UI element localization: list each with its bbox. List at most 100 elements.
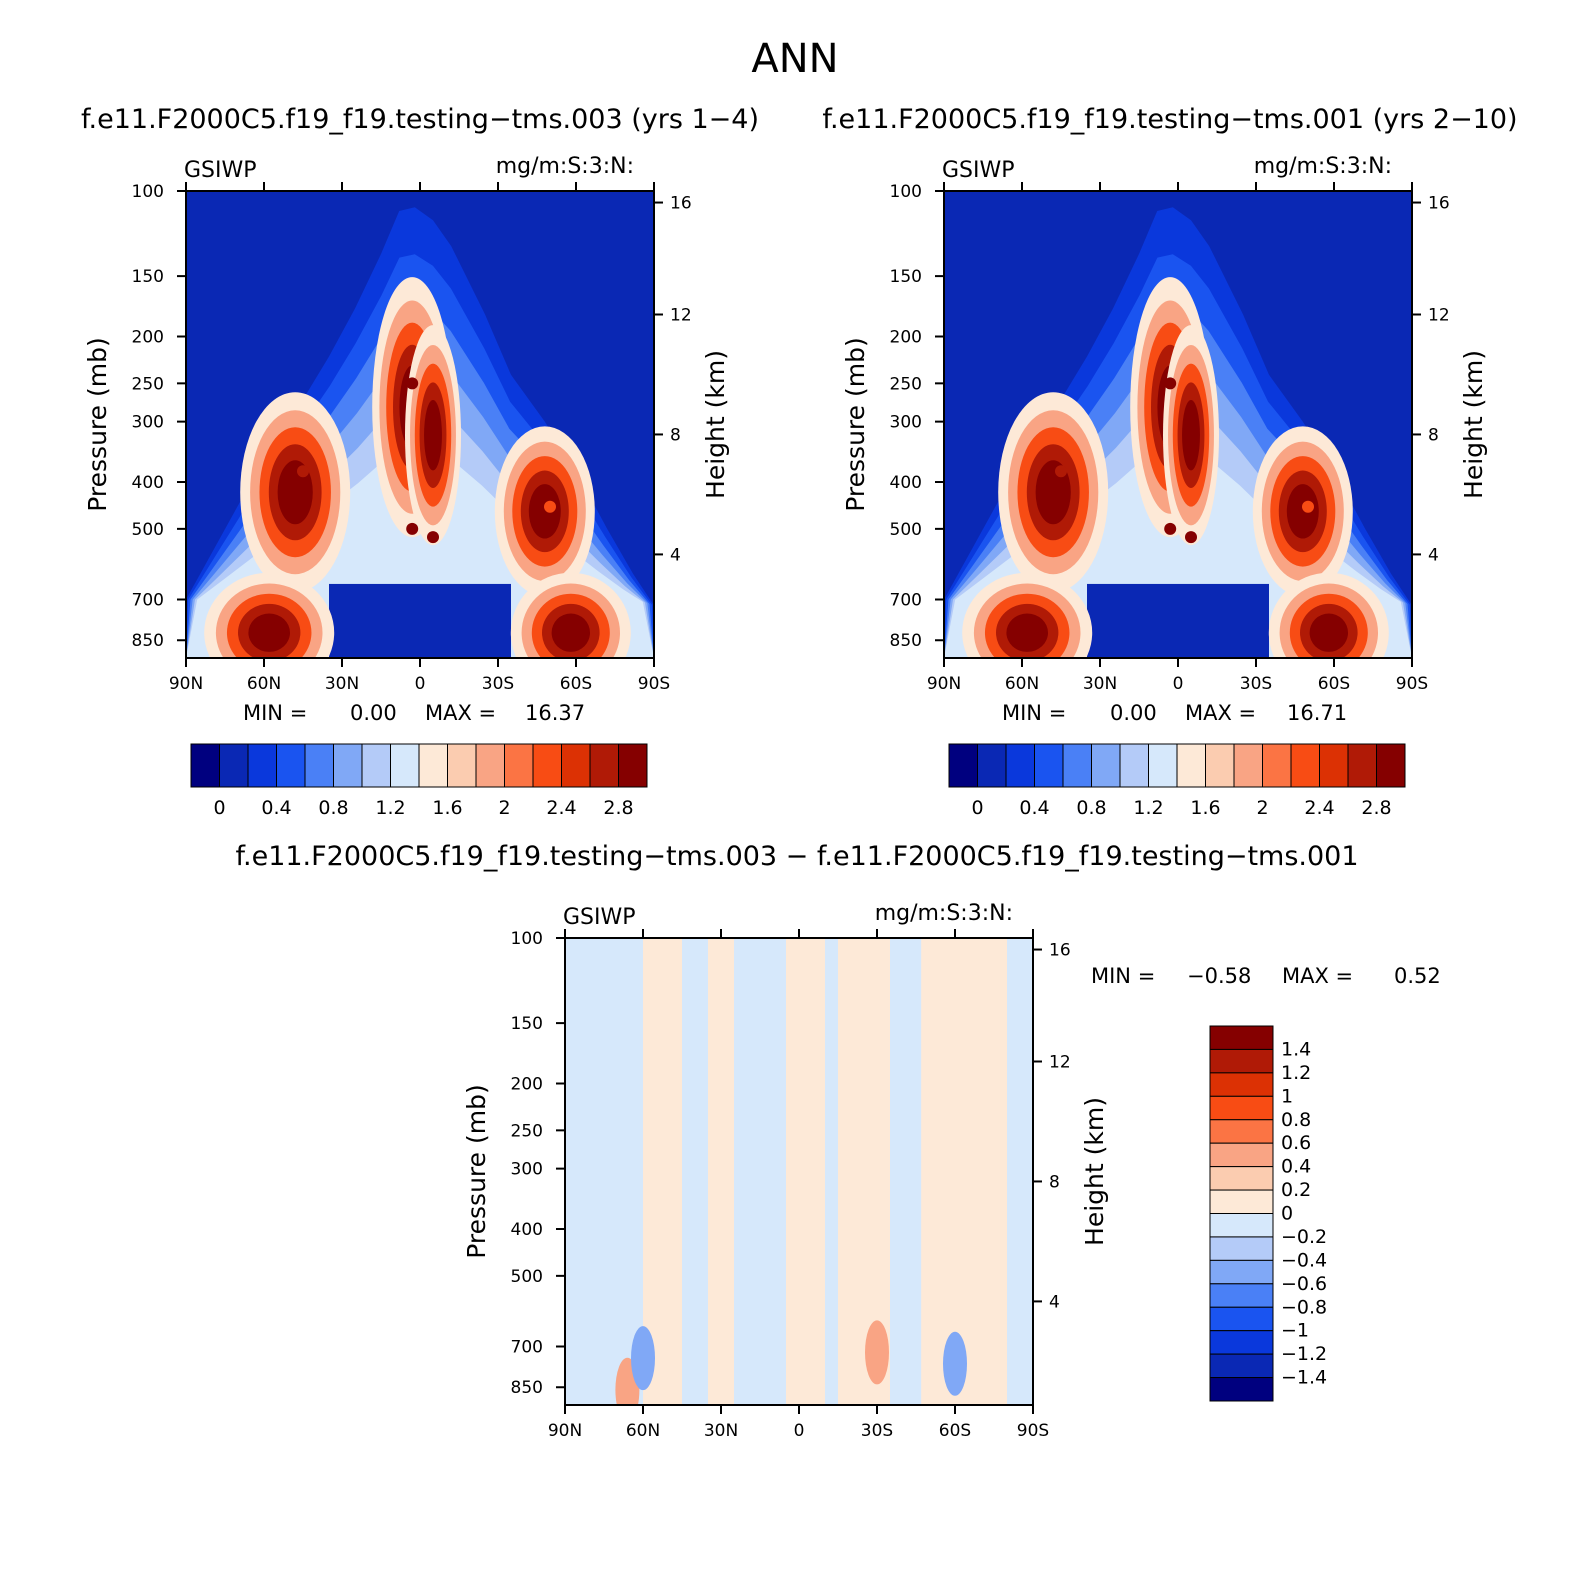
- y-tick-label: 500: [890, 520, 922, 540]
- contour-field: [186, 191, 654, 658]
- colorbar-swatch: [532, 743, 562, 788]
- y-tick-label: 200: [132, 328, 164, 348]
- contour-maximum: [427, 415, 439, 428]
- x-tick-label: 30N: [325, 674, 359, 694]
- contour-maximum: [271, 621, 283, 634]
- y-tick-label: 250: [890, 374, 922, 394]
- colorbar-swatch: [1209, 1353, 1274, 1379]
- colorbar-swatch: [1262, 743, 1292, 788]
- colorbar-swatch: [1290, 743, 1320, 788]
- y-tick-label: 850: [890, 631, 922, 651]
- case1-max-value: 16.37: [525, 701, 585, 725]
- colorbar-label: 0: [1281, 1203, 1293, 1225]
- y2-tick-label: 8: [1428, 425, 1439, 445]
- x-tick-label: 60S: [560, 674, 592, 694]
- contour-extremum: [865, 1320, 889, 1385]
- y2-tick-label: 12: [1428, 305, 1450, 325]
- y-tick-label: 850: [511, 1378, 543, 1398]
- colorbar-swatch: [390, 743, 420, 788]
- units-label: mg/m:S:3:N:: [1254, 154, 1392, 179]
- x-tick-label: 90S: [1017, 1421, 1049, 1441]
- colorbar-swatch: [1347, 743, 1377, 788]
- y-tick-label: 300: [511, 1160, 543, 1180]
- x-tick-label: 60S: [939, 1421, 971, 1441]
- y2-tick-label: 16: [670, 194, 692, 214]
- y-tick-label: 850: [132, 631, 164, 651]
- x-tick-label: 30S: [861, 1421, 893, 1441]
- diff-title: f.e11.F2000C5.f19_f19.testing−tms.003 − …: [235, 841, 1358, 872]
- colorbar-swatch: [1209, 1025, 1274, 1050]
- colorbar-swatch: [1209, 1283, 1274, 1308]
- contour-maximum: [1185, 531, 1197, 544]
- contour-core: [1006, 613, 1048, 652]
- y2-tick-label: 16: [1428, 194, 1450, 214]
- contour-core: [551, 613, 590, 652]
- y2-axis-title: Height (km): [1459, 350, 1488, 499]
- y2-tick-label: 16: [1049, 941, 1071, 961]
- figure-title: ANN: [751, 36, 838, 82]
- colorbar-label: −1.4: [1281, 1367, 1327, 1389]
- colorbar-swatch: [361, 743, 391, 788]
- contour-band-positive: [921, 938, 1007, 1405]
- colorbar-swatch: [977, 743, 1007, 788]
- y-tick-label: 100: [132, 182, 164, 202]
- colorbar-swatch: [1319, 743, 1349, 788]
- colorbar-swatch: [948, 743, 978, 788]
- colorbar-label: 0.4: [261, 797, 291, 819]
- colorbar-swatch: [1209, 1119, 1274, 1144]
- colorbar-swatch: [1209, 1213, 1274, 1238]
- contour-maximum: [1315, 616, 1327, 629]
- contour-maximum: [1164, 522, 1177, 535]
- colorbar-swatch: [504, 743, 534, 788]
- x-tick-label: 30S: [482, 674, 514, 694]
- colorbar-swatch: [1119, 743, 1149, 788]
- case2-max-label: MAX =: [1185, 701, 1256, 725]
- contour-maximum: [1164, 377, 1177, 390]
- colorbar-label: 2.4: [1304, 797, 1334, 819]
- contour-field: [944, 191, 1412, 658]
- case1-title: f.e11.F2000C5.f19_f19.testing−tms.003 (y…: [81, 104, 759, 135]
- colorbar-swatch: [475, 743, 505, 788]
- colorbar-swatch: [618, 743, 648, 788]
- colorbar-swatch: [1209, 1095, 1274, 1121]
- variable-label: GSIWP: [942, 158, 1015, 183]
- colorbar-swatch: [1148, 743, 1178, 788]
- x-tick-label: 30N: [704, 1421, 738, 1441]
- units-label: mg/m:S:3:N:: [875, 901, 1013, 926]
- colorbar-swatch: [1205, 743, 1235, 788]
- case2-max-value: 16.71: [1287, 701, 1347, 725]
- contour-lowlevel-minimum: [329, 583, 511, 658]
- contour-maximum: [557, 616, 569, 629]
- colorbar-label: 1.2: [1133, 797, 1163, 819]
- x-tick-label: 0: [1173, 674, 1184, 694]
- colorbar-swatch: [589, 743, 619, 788]
- colorbar-swatch: [1209, 1166, 1274, 1191]
- colorbar-label: 1: [1281, 1085, 1293, 1107]
- y2-axis-title: Height (km): [1080, 1097, 1109, 1246]
- y2-tick-label: 4: [1428, 545, 1439, 565]
- contour-extremum: [631, 1326, 655, 1391]
- y-tick-label: 400: [132, 473, 164, 493]
- diff-min-value: −0.58: [1187, 964, 1251, 988]
- colorbar-label: 2.8: [603, 797, 633, 819]
- y-tick-label: 400: [890, 473, 922, 493]
- variable-label: GSIWP: [563, 905, 636, 930]
- y2-axis-title: Height (km): [701, 350, 730, 499]
- x-tick-label: 90N: [927, 674, 961, 694]
- colorbar-swatch: [1209, 1072, 1274, 1097]
- x-tick-label: 0: [415, 674, 426, 694]
- contour-maximum: [1302, 500, 1314, 513]
- y2-tick-label: 12: [670, 305, 692, 325]
- y2-tick-label: 12: [1049, 1052, 1071, 1072]
- y-tick-label: 200: [890, 328, 922, 348]
- case1-max-label: MAX =: [425, 701, 496, 725]
- contour-maximum: [406, 522, 419, 535]
- contour-extremum: [943, 1331, 967, 1396]
- colorbar: 0 0.4 0.8 1.2 1.6 2 2.4 2.8: [948, 743, 1406, 819]
- colorbar-label: 0.2: [1281, 1179, 1311, 1201]
- colorbar-label: −1.2: [1281, 1343, 1327, 1365]
- colorbar-label: 0.4: [1019, 797, 1049, 819]
- colorbar-swatch: [1209, 1306, 1274, 1332]
- case2-min-label: MIN =: [1002, 701, 1066, 725]
- colorbar-label: 1.6: [1190, 797, 1220, 819]
